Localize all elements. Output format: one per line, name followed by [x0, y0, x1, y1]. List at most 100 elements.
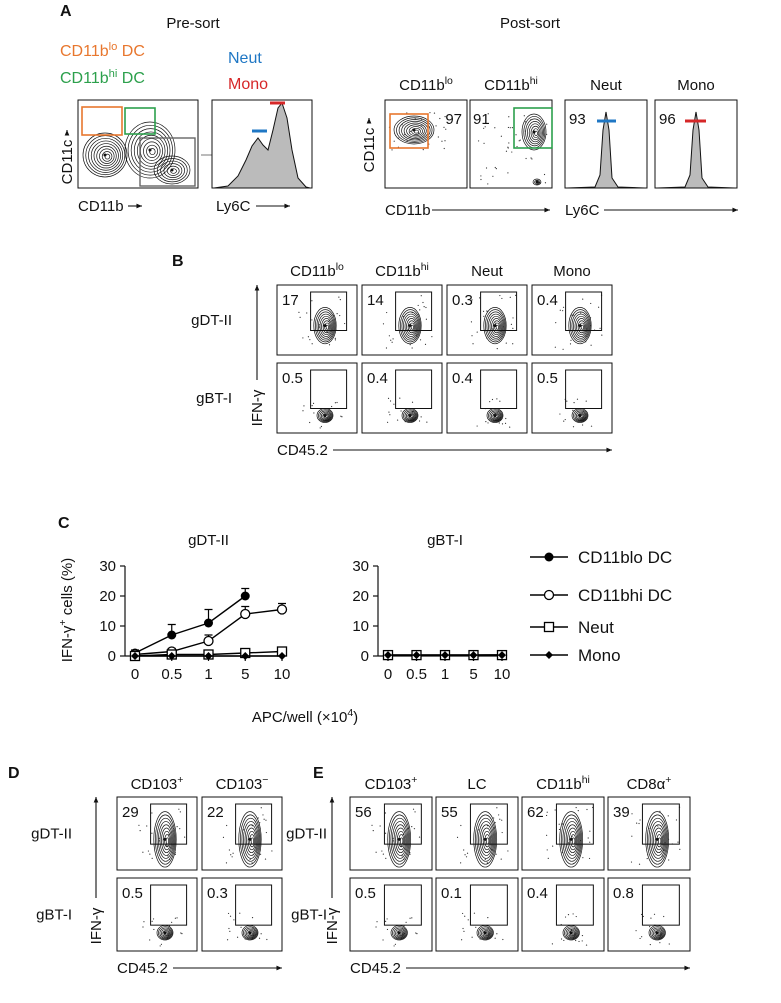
- event-dot: [244, 938, 246, 940]
- event-dot: [411, 312, 413, 314]
- contour: [405, 411, 416, 421]
- event-dot: [486, 310, 488, 312]
- x-axis-label: Ly6C: [565, 202, 600, 219]
- event-dot: [409, 917, 411, 919]
- marker: [441, 651, 449, 660]
- event-dot: [486, 825, 489, 827]
- event-dot: [168, 858, 171, 861]
- event-dot: [667, 830, 669, 832]
- gate: [641, 884, 680, 926]
- event-dot: [407, 120, 409, 122]
- contour: [153, 811, 177, 868]
- event-dot: [251, 927, 254, 929]
- panel-letter: E: [313, 765, 324, 782]
- gate-percent: 0.5: [122, 885, 143, 902]
- column-label: CD11bhi: [375, 261, 429, 280]
- event-dot: [264, 858, 267, 860]
- event-dot: [586, 328, 588, 330]
- contour: [246, 827, 257, 854]
- event-dot: [227, 912, 230, 915]
- contour: [486, 311, 505, 341]
- contour-core: [323, 324, 327, 328]
- contour: [404, 410, 417, 422]
- event-dot: [433, 112, 436, 114]
- event-dot: [151, 812, 153, 814]
- event-dot: [487, 927, 489, 929]
- contour: [482, 930, 491, 938]
- event-dot: [151, 857, 153, 859]
- contour: [239, 814, 261, 865]
- column-label: CD103+: [365, 774, 418, 793]
- gate: [139, 137, 196, 187]
- event-dot: [509, 127, 511, 129]
- event-dot: [476, 425, 478, 427]
- event-dot: [585, 335, 587, 337]
- event-dot: [639, 819, 641, 821]
- event-dot: [420, 416, 422, 418]
- event-dot: [588, 857, 591, 860]
- event-dot: [231, 856, 233, 858]
- event-dot: [402, 316, 405, 318]
- superscript: +: [177, 774, 183, 786]
- gate: [469, 884, 508, 926]
- event-dot: [386, 421, 389, 423]
- event-dot: [657, 825, 659, 827]
- event-dot: [181, 933, 183, 935]
- event-dot: [439, 117, 441, 120]
- event-dot: [171, 921, 173, 923]
- event-dot: [149, 853, 151, 855]
- contour-core: [483, 931, 487, 935]
- event-dot: [486, 337, 488, 339]
- event-dot: [329, 416, 331, 418]
- superscript: lo: [336, 261, 344, 273]
- event-dot: [382, 939, 384, 941]
- event-dot: [545, 814, 548, 817]
- event-dot: [263, 818, 265, 820]
- event-dot: [559, 309, 561, 311]
- column-label: CD11bhi: [484, 75, 538, 94]
- gate-percent: 0.4: [537, 292, 558, 309]
- event-dot: [240, 926, 242, 928]
- superscript: lo: [109, 41, 118, 53]
- event-dot: [589, 317, 592, 319]
- event-dot: [146, 825, 148, 827]
- event-dot: [339, 314, 341, 317]
- x-axis-label: Ly6C: [216, 198, 251, 215]
- contour: [392, 821, 409, 859]
- event-dot: [403, 933, 405, 935]
- legend-label: CD11blo DC: [578, 548, 672, 567]
- event-dot: [174, 917, 176, 919]
- contour: [532, 128, 540, 139]
- contour: [474, 814, 497, 865]
- event-dot: [564, 916, 567, 918]
- arrow-head: [732, 207, 738, 213]
- event-dot: [570, 339, 572, 341]
- contour: [156, 158, 188, 183]
- label-part: CD103: [365, 776, 412, 793]
- event-dot: [575, 915, 577, 918]
- event-dot: [419, 309, 421, 311]
- contour: [163, 163, 183, 178]
- event-dot: [484, 858, 486, 860]
- event-dot: [569, 934, 571, 936]
- contour: [133, 131, 168, 170]
- event-dot: [524, 121, 526, 123]
- contour-core: [397, 837, 401, 841]
- arrow-head: [284, 203, 290, 209]
- y-axis-label: IFN-γ: [88, 907, 105, 944]
- event-dot: [339, 299, 341, 301]
- contour: [479, 824, 494, 856]
- contour: [534, 130, 538, 136]
- event-dot: [631, 813, 633, 815]
- contour-core: [578, 324, 582, 328]
- gate: [555, 803, 594, 845]
- event-dot: [472, 343, 474, 345]
- event-dot: [530, 157, 532, 159]
- event-dot: [473, 912, 476, 914]
- marker: [543, 621, 555, 633]
- event-dot: [400, 410, 402, 412]
- plot-frame: [607, 877, 691, 952]
- event-dot: [660, 934, 662, 936]
- event-dot: [470, 302, 473, 304]
- event-dot: [494, 937, 496, 939]
